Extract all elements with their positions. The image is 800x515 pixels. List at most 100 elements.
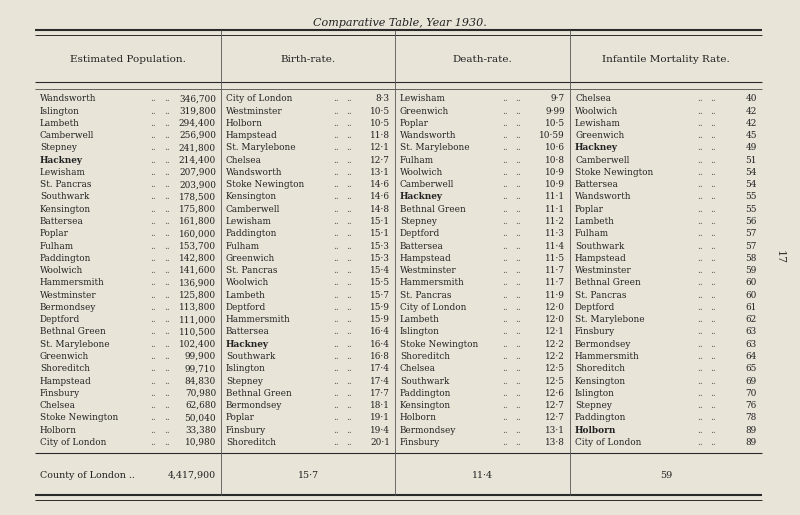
Text: Battersea: Battersea — [400, 242, 444, 251]
Text: Fulham: Fulham — [575, 229, 609, 238]
Text: Poplar: Poplar — [40, 229, 69, 238]
Text: ..: .. — [346, 340, 352, 349]
Text: ..: .. — [150, 290, 156, 300]
Text: ..: .. — [502, 290, 508, 300]
Text: ..: .. — [346, 254, 352, 263]
Text: ..: .. — [150, 315, 156, 324]
Text: ..: .. — [502, 279, 508, 287]
Text: ..: .. — [515, 303, 521, 312]
Text: ..: .. — [502, 328, 508, 336]
Text: Woolwich: Woolwich — [226, 279, 270, 287]
Text: ..: .. — [164, 279, 170, 287]
Text: Fulham: Fulham — [226, 242, 260, 251]
Text: 125,800: 125,800 — [179, 290, 216, 300]
Text: Deptford: Deptford — [40, 315, 80, 324]
Text: 12·7: 12·7 — [545, 401, 565, 410]
Text: Battersea: Battersea — [40, 217, 84, 226]
Text: ..: .. — [333, 156, 339, 165]
Text: ..: .. — [515, 266, 521, 275]
Text: 15·7: 15·7 — [370, 290, 390, 300]
Text: Wandsworth: Wandsworth — [575, 193, 631, 201]
Text: ..: .. — [164, 389, 170, 398]
Text: 12·1: 12·1 — [370, 143, 390, 152]
Text: 59: 59 — [660, 471, 672, 479]
Text: ..: .. — [333, 242, 339, 251]
Text: ..: .. — [346, 168, 352, 177]
Text: ..: .. — [502, 364, 508, 373]
Text: Hampstead: Hampstead — [400, 254, 452, 263]
Text: ..: .. — [710, 193, 716, 201]
Text: ..: .. — [697, 131, 703, 140]
Text: City of London: City of London — [400, 303, 466, 312]
Text: ..: .. — [333, 143, 339, 152]
Text: ..: .. — [697, 242, 703, 251]
Text: 64: 64 — [746, 352, 757, 361]
Text: ..: .. — [502, 180, 508, 189]
Text: ..: .. — [346, 315, 352, 324]
Text: ..: .. — [710, 217, 716, 226]
Text: Chelsea: Chelsea — [575, 94, 611, 103]
Text: ..: .. — [346, 131, 352, 140]
Text: ..: .. — [697, 180, 703, 189]
Text: Shoreditch: Shoreditch — [575, 364, 625, 373]
Text: ..: .. — [502, 131, 508, 140]
Text: ..: .. — [515, 94, 521, 103]
Text: Hammersmith: Hammersmith — [40, 279, 105, 287]
Text: ..: .. — [333, 168, 339, 177]
Text: 142,800: 142,800 — [179, 254, 216, 263]
Text: 161,800: 161,800 — [179, 217, 216, 226]
Text: ..: .. — [502, 389, 508, 398]
Text: ..: .. — [515, 242, 521, 251]
Text: 63: 63 — [746, 340, 757, 349]
Text: ..: .. — [697, 168, 703, 177]
Text: ..: .. — [150, 205, 156, 214]
Text: ..: .. — [502, 426, 508, 435]
Text: ..: .. — [164, 242, 170, 251]
Text: ..: .. — [710, 389, 716, 398]
Text: ..: .. — [164, 180, 170, 189]
Text: ..: .. — [697, 205, 703, 214]
Text: ..: .. — [333, 131, 339, 140]
Text: 14·6: 14·6 — [370, 180, 390, 189]
Text: Finsbury: Finsbury — [40, 389, 80, 398]
Text: ..: .. — [502, 205, 508, 214]
Text: ..: .. — [502, 376, 508, 386]
Text: ..: .. — [710, 168, 716, 177]
Text: Westminster: Westminster — [40, 290, 97, 300]
Text: Stoke Newington: Stoke Newington — [400, 340, 478, 349]
Text: ..: .. — [710, 242, 716, 251]
Text: 16·4: 16·4 — [370, 328, 390, 336]
Text: 12·5: 12·5 — [545, 364, 565, 373]
Text: ..: .. — [164, 143, 170, 152]
Text: ..: .. — [150, 180, 156, 189]
Text: 11·4: 11·4 — [472, 471, 493, 479]
Text: ..: .. — [710, 401, 716, 410]
Text: 13·1: 13·1 — [545, 426, 565, 435]
Text: ..: .. — [710, 303, 716, 312]
Text: ..: .. — [333, 279, 339, 287]
Text: Westminster: Westminster — [226, 107, 282, 115]
Text: ..: .. — [502, 340, 508, 349]
Text: St. Marylebone: St. Marylebone — [226, 143, 296, 152]
Text: ..: .. — [710, 340, 716, 349]
Text: ..: .. — [697, 376, 703, 386]
Text: Kensington: Kensington — [40, 205, 91, 214]
Text: ..: .. — [710, 438, 716, 447]
Text: Stepney: Stepney — [400, 217, 437, 226]
Text: ..: .. — [697, 438, 703, 447]
Text: 15·7: 15·7 — [298, 471, 318, 479]
Text: ..: .. — [346, 94, 352, 103]
Text: ..: .. — [697, 364, 703, 373]
Text: 15·5: 15·5 — [370, 279, 390, 287]
Text: ..: .. — [150, 168, 156, 177]
Text: ..: .. — [150, 119, 156, 128]
Text: Camberwell: Camberwell — [400, 180, 454, 189]
Text: 12·2: 12·2 — [545, 340, 565, 349]
Text: 102,400: 102,400 — [178, 340, 216, 349]
Text: ..: .. — [502, 107, 508, 115]
Text: 10·59: 10·59 — [539, 131, 565, 140]
Text: 89: 89 — [746, 438, 757, 447]
Text: 42: 42 — [746, 119, 757, 128]
Text: St. Marylebone: St. Marylebone — [40, 340, 110, 349]
Text: ..: .. — [710, 119, 716, 128]
